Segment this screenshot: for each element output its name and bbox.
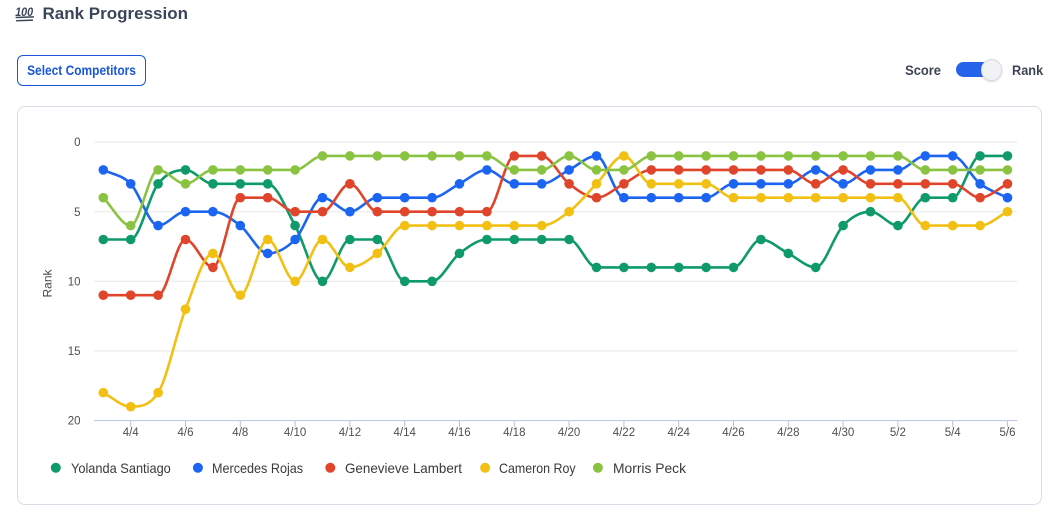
svg-text:4/28: 4/28	[777, 427, 799, 439]
svg-text:4/14: 4/14	[394, 427, 417, 439]
svg-text:Mercedes Rojas: Mercedes Rojas	[212, 460, 303, 476]
svg-text:4/30: 4/30	[832, 427, 854, 439]
svg-text:5/2: 5/2	[890, 427, 906, 439]
svg-text:4/18: 4/18	[503, 427, 525, 439]
svg-text:0: 0	[74, 137, 80, 149]
svg-text:Morris Peck: Morris Peck	[613, 460, 687, 476]
svg-text:4/10: 4/10	[284, 427, 306, 439]
svg-text:4/16: 4/16	[448, 427, 470, 439]
svg-text:Genevieve Lambert: Genevieve Lambert	[345, 460, 462, 476]
svg-text:5: 5	[74, 207, 80, 219]
svg-text:4/8: 4/8	[232, 427, 248, 439]
svg-text:20: 20	[68, 416, 81, 428]
svg-text:4/22: 4/22	[613, 427, 635, 439]
svg-text:Rank: Rank	[41, 268, 55, 297]
svg-text:4/4: 4/4	[123, 427, 140, 439]
svg-text:5/6: 5/6	[1000, 427, 1016, 439]
svg-text:4/6: 4/6	[178, 427, 194, 439]
svg-text:4/24: 4/24	[668, 427, 691, 439]
svg-text:100: 100	[15, 5, 33, 19]
svg-text:4/20: 4/20	[558, 427, 580, 439]
svg-text:15: 15	[68, 346, 81, 358]
svg-text:10: 10	[68, 276, 81, 288]
svg-text:5/4: 5/4	[945, 427, 962, 439]
svg-text:4/26: 4/26	[722, 427, 744, 439]
svg-text:Cameron Roy: Cameron Roy	[499, 460, 576, 476]
svg-text:Yolanda Santiago: Yolanda Santiago	[71, 460, 171, 476]
svg-text:4/12: 4/12	[339, 427, 361, 439]
